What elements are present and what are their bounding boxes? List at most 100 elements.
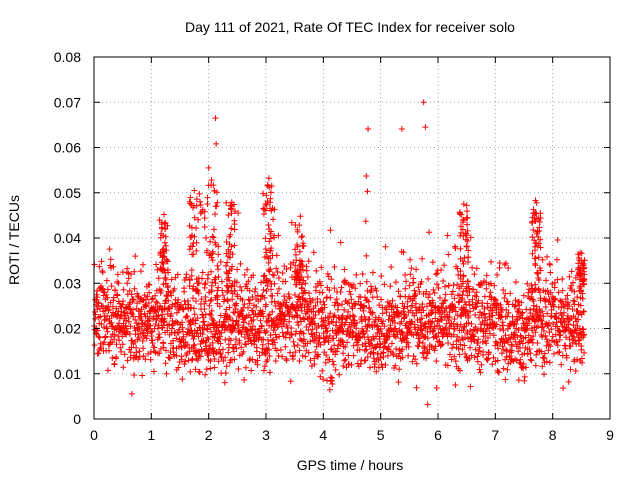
data-point	[345, 352, 352, 359]
data-point	[338, 284, 345, 291]
data-point	[445, 316, 452, 323]
data-point	[204, 247, 211, 254]
data-point	[420, 99, 427, 106]
data-point	[175, 364, 182, 371]
data-point	[161, 239, 168, 246]
data-point	[505, 265, 512, 272]
data-point	[152, 321, 159, 328]
y-tick-label: 0.03	[54, 275, 81, 291]
data-point	[229, 296, 236, 303]
data-point	[418, 327, 425, 334]
data-point	[436, 323, 443, 330]
data-point	[508, 341, 515, 348]
data-point	[117, 344, 124, 351]
data-point	[528, 293, 535, 300]
data-point	[380, 344, 387, 351]
data-point	[150, 315, 156, 322]
data-point	[519, 315, 526, 322]
data-point	[362, 357, 369, 364]
data-point	[491, 282, 498, 289]
data-point	[194, 315, 201, 322]
data-point	[401, 314, 408, 321]
data-point	[215, 284, 222, 291]
data-point	[546, 297, 553, 304]
data-point	[295, 322, 302, 329]
data-point	[232, 341, 239, 348]
data-point	[421, 345, 428, 352]
data-point	[363, 173, 370, 180]
data-point	[296, 222, 303, 229]
data-point	[315, 351, 322, 358]
data-point	[111, 326, 118, 333]
data-point	[529, 233, 536, 240]
data-point	[459, 291, 466, 298]
data-point	[398, 125, 405, 132]
data-point	[122, 322, 129, 329]
data-point	[276, 285, 283, 292]
data-point	[527, 350, 534, 357]
data-point	[367, 364, 374, 371]
data-point	[277, 315, 284, 322]
data-point	[387, 283, 394, 290]
data-point	[210, 226, 217, 233]
data-point	[193, 247, 200, 254]
data-point	[294, 319, 301, 326]
data-point	[213, 140, 220, 147]
data-point	[460, 201, 467, 208]
data-point	[298, 318, 305, 325]
data-point	[204, 194, 211, 201]
data-point	[265, 175, 272, 182]
data-point	[226, 267, 233, 274]
data-point	[293, 272, 300, 279]
data-point	[571, 288, 578, 295]
data-point	[418, 322, 425, 329]
data-point	[364, 354, 371, 361]
data-point	[158, 287, 165, 294]
data-point	[209, 248, 216, 255]
x-tick-label: 3	[262, 427, 270, 443]
data-point	[363, 346, 370, 353]
data-point	[123, 325, 130, 332]
data-point	[276, 319, 283, 326]
data-point	[484, 334, 491, 341]
data-point	[314, 352, 321, 359]
data-point	[413, 384, 420, 391]
data-point	[262, 301, 269, 308]
data-point	[463, 215, 470, 222]
data-point	[146, 281, 153, 288]
data-point	[238, 344, 245, 351]
data-point	[267, 189, 274, 196]
data-point	[299, 300, 306, 307]
data-point	[224, 289, 231, 296]
data-point	[217, 340, 224, 347]
data-point	[236, 337, 243, 344]
data-point	[555, 349, 562, 356]
data-point	[259, 341, 266, 348]
data-point	[243, 341, 250, 348]
data-point	[503, 353, 510, 360]
data-point	[139, 372, 146, 379]
data-point	[345, 361, 352, 368]
data-point	[114, 271, 121, 278]
data-point	[124, 280, 131, 287]
data-point	[577, 329, 584, 336]
data-point	[111, 360, 118, 367]
data-point	[519, 309, 526, 316]
x-tick-label: 1	[147, 427, 155, 443]
data-point	[227, 231, 234, 238]
data-point	[237, 260, 244, 267]
data-point	[292, 262, 299, 269]
data-point	[454, 323, 461, 330]
data-point	[217, 350, 224, 357]
data-point	[306, 290, 313, 297]
data-point	[381, 323, 388, 330]
data-point	[253, 348, 260, 355]
data-point	[130, 296, 137, 303]
data-point	[495, 345, 502, 352]
data-point	[368, 286, 375, 293]
data-point	[579, 295, 586, 302]
data-point	[136, 348, 143, 355]
data-point	[532, 260, 539, 267]
data-point	[451, 295, 458, 302]
data-point	[128, 291, 135, 298]
